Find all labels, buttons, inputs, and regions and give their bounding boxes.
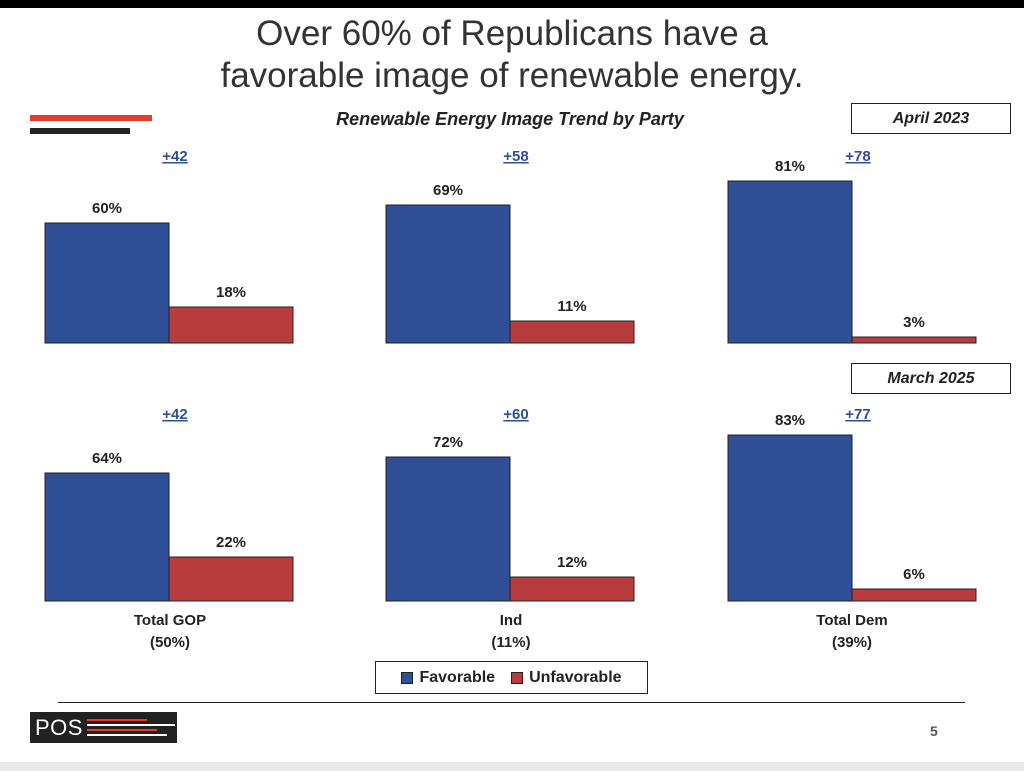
category-share: (11%) (491, 634, 531, 651)
bar-unfavorable-ind-1 (509, 576, 635, 602)
bar-unfavorable-gop-0 (168, 306, 294, 344)
footer-rule (58, 702, 965, 703)
bar-favorable-gop-0 (44, 222, 170, 344)
bar-unfavorable-dem-0 (851, 336, 977, 344)
logo-text: POS (35, 715, 83, 740)
page-number: 5 (930, 723, 938, 739)
data-label-favorable-gop-0: 60% (92, 200, 122, 217)
bar-unfavorable-dem-1 (851, 588, 977, 602)
category-name: Total Dem (816, 612, 888, 629)
period-label-march-2025: March 2025 (851, 363, 1011, 394)
accent-black-bar (30, 128, 130, 134)
data-label-unfavorable-gop-0: 18% (216, 284, 246, 301)
bar-favorable-ind-0 (385, 204, 511, 344)
top-bar (0, 0, 1024, 8)
category-label-gop: Total GOP (50%) (50, 610, 290, 654)
data-label-favorable-ind-0: 69% (433, 182, 463, 199)
data-label-unfavorable-gop-1: 22% (216, 534, 246, 551)
legend-label-unfavorable: Unfavorable (529, 668, 622, 686)
net-label-dem-1: +77 (845, 406, 870, 423)
data-label-favorable-gop-1: 64% (92, 450, 122, 467)
category-label-ind: Ind (11%) (391, 610, 631, 654)
net-label-ind-1: +60 (503, 406, 528, 423)
data-label-favorable-ind-1: 72% (433, 434, 463, 451)
chart-subtitle: Renewable Energy Image Trend by Party (336, 109, 684, 129)
category-share: (39%) (831, 634, 872, 651)
bar-favorable-dem-0 (727, 180, 853, 344)
bar-unfavorable-ind-0 (509, 320, 635, 344)
net-label-dem-0: +78 (845, 148, 870, 165)
category-name: Ind (499, 612, 523, 629)
net-label-ind-0: +58 (503, 148, 528, 165)
pos-logo: POS (30, 712, 177, 743)
legend-swatch-unfavorable (511, 671, 524, 684)
bottom-strip (0, 762, 1024, 771)
data-label-favorable-dem-0: 81% (775, 158, 805, 175)
page-title-line-2: favorable image of renewable energy. (220, 56, 804, 95)
category-name: Total GOP (133, 612, 207, 629)
legend-label-favorable: Favorable (419, 668, 496, 686)
category-label-dem: Total Dem (39%) (732, 610, 972, 654)
accent-red-bar (30, 115, 152, 121)
legend: Favorable Unfavorable (375, 661, 648, 694)
page-title: Over 60% of Republicans have a favorable… (0, 13, 1024, 97)
data-label-unfavorable-dem-0: 3% (903, 314, 925, 331)
data-label-unfavorable-dem-1: 6% (903, 566, 925, 583)
data-label-unfavorable-ind-1: 12% (557, 554, 587, 571)
bar-unfavorable-gop-1 (168, 556, 294, 602)
net-label-gop-0: +42 (162, 148, 187, 165)
bar-favorable-gop-1 (44, 472, 170, 602)
period-label-april-2023: April 2023 (851, 103, 1011, 134)
legend-swatch-favorable (401, 671, 414, 684)
data-label-favorable-dem-1: 83% (775, 412, 805, 429)
bar-favorable-dem-1 (727, 434, 853, 602)
net-label-gop-1: +42 (162, 406, 187, 423)
logo-lines (86, 719, 175, 736)
data-label-unfavorable-ind-0: 11% (557, 298, 586, 315)
page-title-line-1: Over 60% of Republicans have a (256, 14, 768, 53)
legend-item-favorable: Favorable (401, 669, 495, 687)
bar-favorable-ind-1 (385, 456, 511, 602)
legend-item-unfavorable: Unfavorable (511, 668, 622, 687)
category-share: (50%) (149, 634, 190, 651)
